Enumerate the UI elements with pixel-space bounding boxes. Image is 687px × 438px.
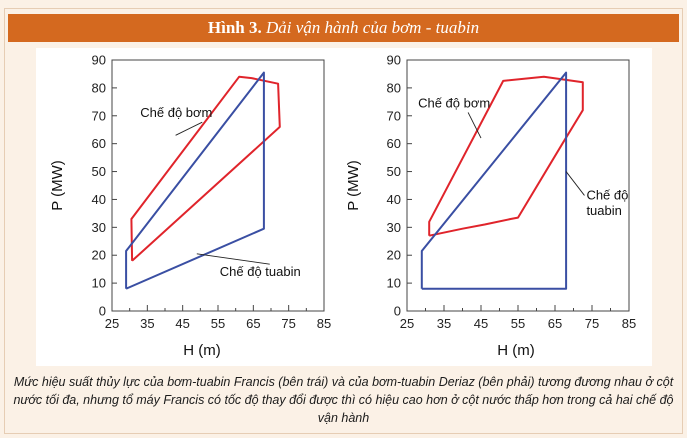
chart2-y-axis-title: P (MW) [345, 160, 362, 211]
chart1-y-tick-label: 70 [92, 108, 106, 123]
chart2-y-tick-label: 40 [387, 192, 401, 207]
chart1-y-tick-label: 80 [92, 80, 106, 95]
chart2-x-tick-label: 75 [585, 316, 599, 331]
chart1-y-tick-label: 20 [92, 248, 106, 263]
chart2-annotation-label: Chế độ [586, 187, 628, 202]
chart2-annotation-label: tuabin [586, 203, 621, 218]
plot-panel [36, 48, 652, 366]
chart1-y-tick-label: 0 [99, 304, 106, 319]
figure-title: Dải vận hành của bơm - tuabin [266, 18, 480, 37]
chart1-x-axis-title: H (m) [183, 342, 221, 359]
chart2-pump-series [428, 75, 584, 237]
figure-caption: Mức hiệu suất thủy lực của bơm-tuabin Fr… [13, 375, 674, 425]
chart2-y-tick-label: 30 [387, 220, 401, 235]
chart1-annotation-label: Chế độ bơm [140, 105, 212, 120]
chart1-x-tick-label: 55 [211, 316, 225, 331]
chart2-annotation-label: Chế độ bơm [418, 95, 490, 110]
chart2-x-tick-label: 45 [474, 316, 488, 331]
chart1-annotation-label: Chế độ tuabin [220, 264, 301, 279]
chart1-x-tick-label: 85 [317, 316, 331, 331]
chart1-y-tick-label: 40 [92, 192, 106, 207]
chart2-y-tick-label: 60 [387, 136, 401, 151]
chart1-x-tick-label: 25 [105, 316, 119, 331]
chart1-pump-series [130, 75, 281, 262]
chart1-x-tick-label: 75 [281, 316, 295, 331]
chart2-annotation-leader [467, 112, 482, 139]
chart2-y-tick-label: 20 [387, 248, 401, 263]
chart2-y-tick-label: 70 [387, 108, 401, 123]
chart1-annotation-leader [175, 121, 203, 136]
chart2-x-tick-label: 25 [400, 316, 414, 331]
chart1-x-tick-label: 65 [246, 316, 260, 331]
chart2-x-axis-title: H (m) [497, 342, 535, 359]
chart2-y-tick-label: 10 [387, 276, 401, 291]
figure-number: Hình 3. [207, 18, 262, 37]
chart1-y-tick-label: 90 [92, 53, 106, 68]
chart2-y-tick-label: 80 [387, 80, 401, 95]
chart2-turbine-diagonal [421, 72, 567, 252]
chart2-y-tick-label: 90 [387, 53, 401, 68]
chart2-x-tick-label: 55 [511, 316, 525, 331]
chart1-x-tick-label: 45 [175, 316, 189, 331]
chart1-y-tick-label: 50 [92, 164, 106, 179]
chart2-y-tick-label: 0 [394, 304, 401, 319]
chart1-y-tick-label: 30 [92, 220, 106, 235]
chart2-x-tick-label: 65 [548, 316, 562, 331]
chart2-x-tick-label: 85 [622, 316, 636, 331]
chart2-annotation-leader [565, 171, 585, 196]
chart2-y-tick-label: 50 [387, 164, 401, 179]
chart1-y-tick-label: 60 [92, 136, 106, 151]
chart1-y-axis-title: P (MW) [49, 160, 66, 211]
chart1-y-tick-label: 10 [92, 276, 106, 291]
chart2-x-tick-label: 35 [437, 316, 451, 331]
figure-title-bar: Hình 3. Dải vận hành của bơm - tuabin [8, 14, 679, 42]
chart1-turbine-diagonal [125, 72, 265, 252]
chart1-annotation-leader [196, 253, 270, 265]
chart1-x-tick-label: 35 [140, 316, 154, 331]
